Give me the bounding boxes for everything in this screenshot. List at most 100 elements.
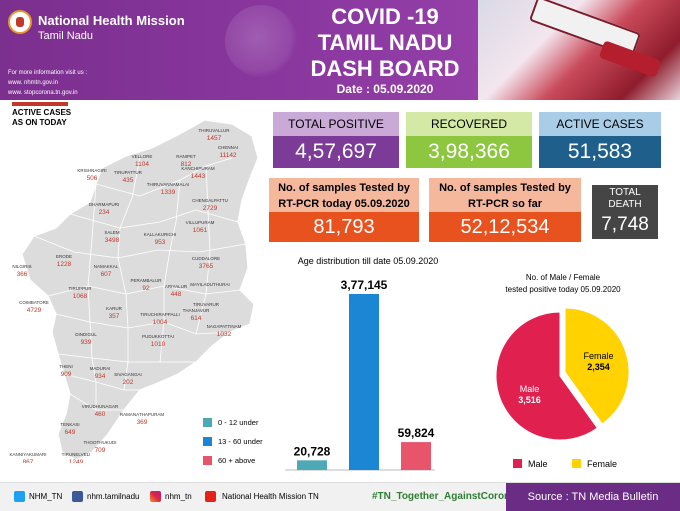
district-name: NAMAKKAL	[94, 264, 119, 269]
total-death-value: 7,748	[592, 211, 658, 239]
info-link-stopcorona[interactable]: www. stopcorona.tn.gov.in	[8, 90, 78, 96]
district-active-count: 11142	[219, 152, 236, 159]
district-name: TIRUNELVELI	[62, 452, 91, 457]
district-name: VILLUPURAM	[186, 220, 215, 225]
district-name: MAYILADUTHURAI	[190, 282, 229, 287]
district-active-count: 607	[101, 271, 112, 278]
district-active-count: 649	[65, 429, 76, 436]
age-bar-value-label: 3,77,145	[341, 278, 388, 292]
twitter-icon[interactable]	[14, 491, 25, 502]
age-bar-1	[349, 294, 379, 470]
twitter-handle[interactable]: NHM_TN	[29, 492, 63, 501]
district-active-count: 92	[142, 285, 150, 292]
age-chart-title: Age distribution till date 05.09.2020	[297, 256, 439, 266]
total-positive-label: TOTAL POSITIVE	[273, 112, 399, 136]
youtube-icon[interactable]	[205, 491, 216, 502]
youtube-channel[interactable]: National Health Mission TN	[222, 492, 319, 501]
samples-today-label-line: No. of samples Tested by	[278, 182, 410, 194]
hashtag: #TN_Together_AgainstCorona	[372, 491, 516, 502]
district-name: ERODE	[56, 254, 72, 259]
district-active-count: 3765	[199, 263, 214, 270]
instagram-icon[interactable]	[150, 491, 161, 502]
nhm-logo-icon	[8, 10, 32, 34]
virus-graphic-icon	[225, 5, 297, 77]
legend-13-60: 13 - 60 under	[218, 437, 263, 446]
district-name: ARIYALUR	[165, 284, 188, 289]
title-line: DASH BOARD	[310, 56, 460, 81]
district-active-count: 953	[155, 239, 166, 246]
total-death-label: TOTAL DEATH	[592, 185, 658, 211]
district-name: THOOTHUKUDI	[84, 440, 117, 445]
age-bar-0	[297, 460, 327, 470]
active-label-line: AS ON TODAY	[12, 118, 67, 127]
district-active-count: 1228	[57, 261, 72, 268]
district-name: TIRUCHIRAPPALLI	[140, 312, 179, 317]
district-name: DINDIGUL	[75, 332, 97, 337]
district-name: KANNIYAKUMARI	[10, 452, 47, 457]
info-links: For more information visit us : www. nhm…	[8, 68, 87, 98]
district-active-count: 1249	[69, 459, 84, 463]
title-line: TAMIL NADU	[317, 30, 453, 55]
legend-60-plus: 60 + above	[218, 456, 256, 465]
legend-swatch-0-12	[203, 418, 212, 427]
tamil-nadu-district-map: THIRUVALLUR 1457 CHENNAI 11142 VELLORE 1104 RA…	[10, 119, 259, 463]
district-active-count: 4729	[27, 307, 42, 314]
district-active-count: 614	[191, 315, 202, 322]
district-name: TIRUVARUR	[193, 302, 220, 307]
gender-title-line: tested positive today 05.09.2020	[505, 285, 621, 294]
samples-so-far-label: No. of samples Tested by RT-PCR so far	[429, 178, 581, 212]
district-name: TIRUPATTUR	[114, 170, 143, 175]
district-active-count: 709	[95, 447, 106, 454]
district-name: THIRUVALLUR	[199, 128, 231, 133]
age-distribution-bar-chart: 20,728 3,77,145 59,824	[285, 278, 435, 471]
map-labels: THIRUVALLUR 1457 CHENNAI 11142 VELLORE 1104 RA…	[10, 128, 242, 463]
instagram-handle[interactable]: nhm_tn	[165, 492, 192, 501]
district-name: PUDUKKOTTAI	[142, 334, 174, 339]
pie-label-male: Male	[520, 384, 540, 394]
district-active-count: 460	[95, 411, 106, 418]
district-active-count: 1104	[135, 161, 149, 168]
district-name: TIRUPPUR	[68, 286, 92, 291]
district-name: KANCHIPURAM	[181, 166, 215, 171]
district-active-count: 435	[123, 177, 134, 184]
district-active-count: 506	[87, 175, 98, 182]
district-name: SIVAGANGAI	[114, 372, 141, 377]
district-name: KRISHNAGIRI	[77, 168, 106, 173]
district-active-count: 448	[171, 291, 182, 298]
samples-today-label-line: RT-PCR today 05.09.2020	[278, 198, 410, 210]
district-active-count: 366	[17, 271, 28, 278]
district-name: NAGAPATTINAM	[207, 324, 242, 329]
district-active-count: 1061	[193, 227, 208, 234]
legend-female: Female	[587, 459, 618, 469]
district-active-count: 234	[99, 209, 110, 216]
district-active-count: 2729	[203, 205, 218, 212]
gender-chart-title: No. of Male / Female tested positive tod…	[468, 272, 658, 296]
legend-swatch-female	[572, 459, 581, 468]
footer-bar: NHM_TN nhm.tamilnadu nhm_tn National Hea…	[0, 482, 680, 511]
district-name: MADURAI	[90, 366, 111, 371]
legend-0-12: 0 - 12 under	[218, 418, 259, 427]
pie-label-female: Female	[584, 351, 614, 361]
total-positive-value: 4,57,697	[273, 136, 399, 168]
pie-value-male: 3,516	[518, 395, 541, 405]
facebook-icon[interactable]	[72, 491, 83, 502]
legend-swatch-13-60	[203, 437, 212, 446]
district-name: PERAMBALUR	[130, 278, 162, 283]
active-label-line: ACTIVE CASES	[12, 108, 72, 117]
info-link-nhmtn[interactable]: www. nhmtn.gov.in	[8, 80, 58, 86]
samples-so-far-value: 52,12,534	[429, 212, 581, 242]
gender-title-line: No. of Male / Female	[525, 273, 601, 282]
district-name: NILGIRIS	[12, 264, 31, 269]
facebook-handle[interactable]: nhm.tamilnadu	[87, 492, 140, 501]
total-death-label-line: TOTAL	[609, 187, 641, 198]
district-active-count: 1004	[153, 319, 168, 326]
district-active-count: 3498	[105, 237, 120, 244]
district-active-count: 357	[109, 313, 120, 320]
district-name: VELLORE	[132, 154, 153, 159]
district-name: COIMBATORE	[19, 300, 49, 305]
district-active-count: 812	[181, 161, 192, 168]
district-name: CHENGALPATTU	[192, 198, 228, 203]
district-name: RAMANATHAPURAM	[120, 412, 164, 417]
district-active-count: 1339	[161, 189, 176, 196]
